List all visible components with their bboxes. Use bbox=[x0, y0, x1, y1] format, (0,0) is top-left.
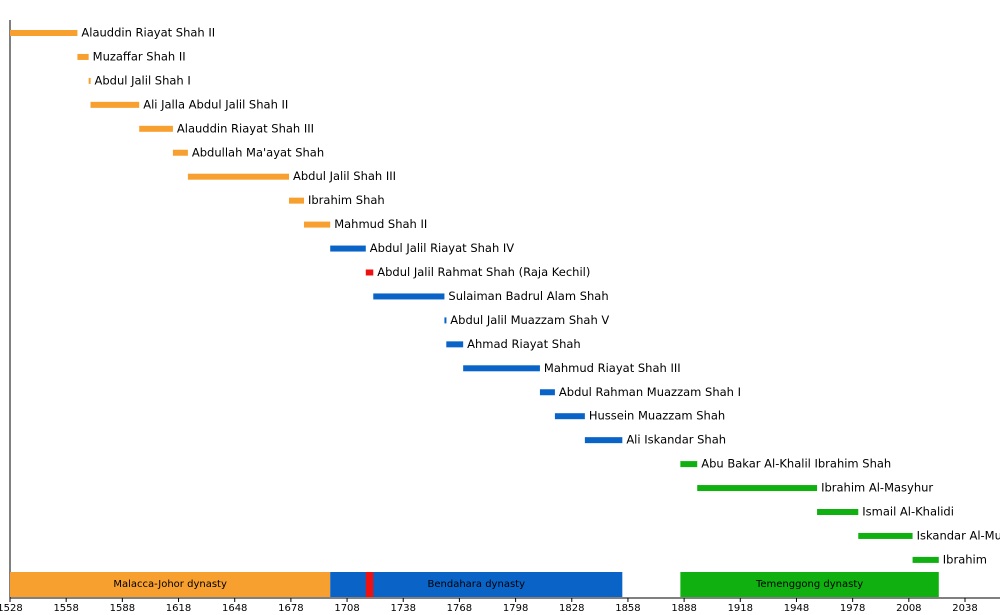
x-tick-label: 1738 bbox=[391, 603, 416, 614]
reign-label: Iskandar Al-Mu bbox=[917, 528, 1000, 542]
x-tick-label: 2038 bbox=[952, 603, 977, 614]
reign-label: Ibrahim Shah bbox=[308, 193, 385, 207]
x-tick-label: 1828 bbox=[559, 603, 584, 614]
reign-label: Ali Iskandar Shah bbox=[626, 433, 726, 447]
x-tick-label: 1978 bbox=[840, 603, 865, 614]
dynasty-label: Temenggong dynasty bbox=[755, 579, 863, 590]
x-tick-label: 1858 bbox=[615, 603, 640, 614]
reign-label: Mahmud Riayat Shah III bbox=[544, 361, 681, 375]
reign-bar bbox=[90, 101, 140, 108]
reign-bar bbox=[88, 77, 91, 84]
x-tick-label: 1708 bbox=[334, 603, 359, 614]
x-tick-label: 1558 bbox=[53, 603, 78, 614]
reign-label: Ahmad Riayat Shah bbox=[467, 337, 581, 351]
reign-bar bbox=[584, 437, 623, 444]
x-tick-label: 1678 bbox=[278, 603, 303, 614]
x-tick-label: 1948 bbox=[784, 603, 809, 614]
reign-bar bbox=[680, 461, 698, 468]
reign-bar bbox=[187, 173, 290, 180]
x-tick-label: 1618 bbox=[166, 603, 191, 614]
reign-bar bbox=[463, 365, 540, 372]
x-tick-label: 1918 bbox=[728, 603, 753, 614]
reign-label: Ibrahim Al-Masyhur bbox=[821, 481, 933, 495]
reign-label: Sulaiman Badrul Alam Shah bbox=[448, 289, 608, 303]
reign-bar bbox=[10, 30, 78, 36]
reign-bar bbox=[539, 389, 555, 396]
reign-bar bbox=[858, 532, 913, 539]
reign-label: Hussein Muazzam Shah bbox=[589, 409, 725, 423]
x-tick-label: 2008 bbox=[896, 603, 921, 614]
reign-label: Alauddin Riayat Shah II bbox=[81, 26, 215, 40]
reign-bar bbox=[554, 413, 585, 420]
reign-bar bbox=[303, 221, 331, 228]
reign-label: Alauddin Riayat Shah III bbox=[177, 121, 314, 135]
dynasty-label: Malacca-Johor dynasty bbox=[113, 579, 227, 590]
reign-bar bbox=[365, 269, 374, 276]
reign-label: Abdul Jalil Riayat Shah IV bbox=[370, 241, 515, 255]
reign-bar bbox=[330, 245, 366, 252]
reign-label: Ibrahim bbox=[943, 552, 987, 566]
reign-label: Abdul Rahman Muazzam Shah I bbox=[559, 385, 741, 399]
reign-label: Abdul Jalil Rahmat Shah (Raja Kechil) bbox=[377, 265, 590, 279]
dynasty-band bbox=[365, 572, 374, 597]
dynasty-band bbox=[10, 572, 331, 597]
reign-bar bbox=[373, 293, 445, 300]
reign-bar bbox=[172, 149, 188, 156]
dynasty-band bbox=[330, 572, 623, 597]
reign-bar bbox=[444, 317, 447, 324]
x-tick-label: 1768 bbox=[447, 603, 472, 614]
reign-bar bbox=[446, 341, 464, 348]
x-tick-label: 1888 bbox=[671, 603, 696, 614]
dynasty-label: Bendahara dynasty bbox=[428, 579, 526, 590]
dynasty-band bbox=[680, 572, 939, 597]
reign-bar bbox=[817, 509, 859, 515]
x-tick-label: 1588 bbox=[110, 603, 135, 614]
reign-label: Abu Bakar Al-Khalil Ibrahim Shah bbox=[701, 457, 891, 471]
x-tick-label: 1528 bbox=[0, 603, 23, 614]
x-tick-label: 1648 bbox=[222, 603, 247, 614]
reign-bar bbox=[697, 485, 818, 492]
reign-label: Abdul Jalil Muazzam Shah V bbox=[450, 313, 609, 327]
reign-label: Abdul Jalil Shah III bbox=[293, 169, 396, 183]
reign-label: Abdul Jalil Shah I bbox=[95, 73, 191, 87]
x-tick-label: 1798 bbox=[503, 603, 528, 614]
reign-label: Muzaffar Shah II bbox=[93, 49, 186, 63]
reign-bar bbox=[139, 125, 173, 132]
reign-label: Ali Jalla Abdul Jalil Shah II bbox=[143, 97, 288, 111]
reign-label: Abdullah Ma'ayat Shah bbox=[192, 145, 324, 159]
reign-label: Mahmud Shah II bbox=[334, 217, 427, 231]
reign-bar bbox=[289, 197, 304, 204]
reign-bar bbox=[912, 556, 939, 563]
reign-label: Ismail Al-Khalidi bbox=[862, 505, 954, 519]
reign-bar bbox=[77, 53, 89, 60]
